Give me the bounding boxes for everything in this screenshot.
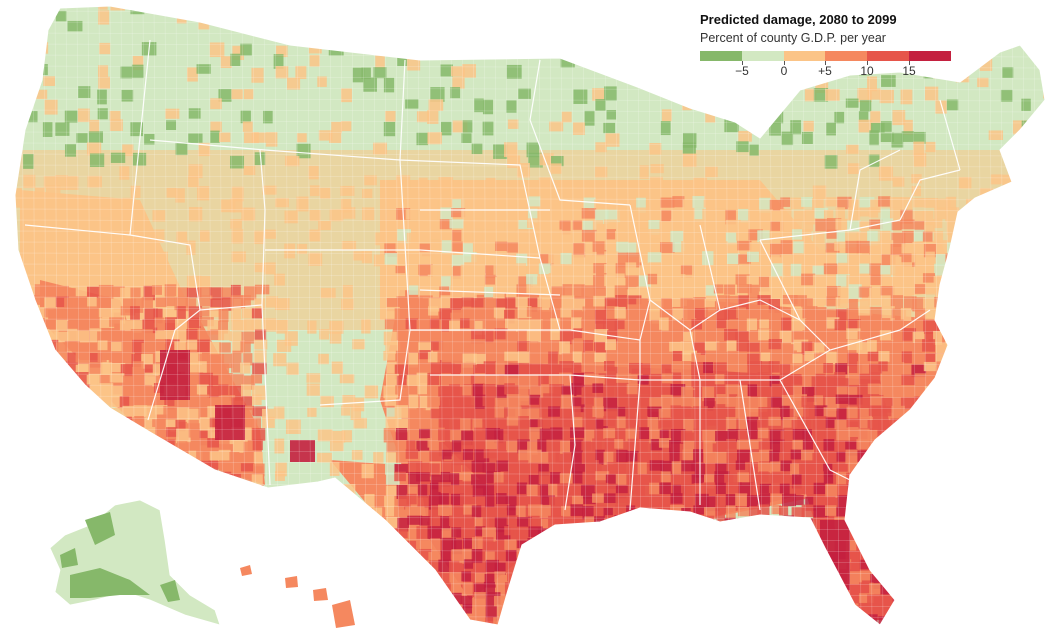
hawaii-shape xyxy=(240,565,355,628)
alaska-shape xyxy=(49,499,221,626)
legend-tick-mark xyxy=(909,61,910,65)
legend-title: Predicted damage, 2080 to 2099 xyxy=(700,12,897,27)
legend-tick-mark xyxy=(825,61,826,65)
map-legend: Predicted damage, 2080 to 2099 Percent o… xyxy=(700,12,960,79)
legend-swatch xyxy=(741,51,784,61)
legend-swatch xyxy=(825,51,868,61)
legend-tick-mark xyxy=(867,61,868,65)
legend-tick-label: 0 xyxy=(780,64,788,78)
legend-tick-label: 10 xyxy=(860,64,874,78)
legend-swatch xyxy=(909,51,951,61)
legend-tick-label: +5 xyxy=(818,64,832,78)
legend-subtitle: Percent of county G.D.P. per year xyxy=(700,31,886,45)
legend-swatch xyxy=(783,51,826,61)
legend-tick-label: 15 xyxy=(902,64,916,78)
legend-tick-mark xyxy=(742,61,743,65)
legend-swatch xyxy=(867,51,910,61)
legend-swatch xyxy=(700,51,742,61)
legend-tick-mark xyxy=(784,61,785,65)
legend-ticks: −5 0 +5 10 15 xyxy=(700,61,951,79)
legend-color-scale xyxy=(700,51,951,61)
legend-tick-label: −5 xyxy=(735,64,749,78)
